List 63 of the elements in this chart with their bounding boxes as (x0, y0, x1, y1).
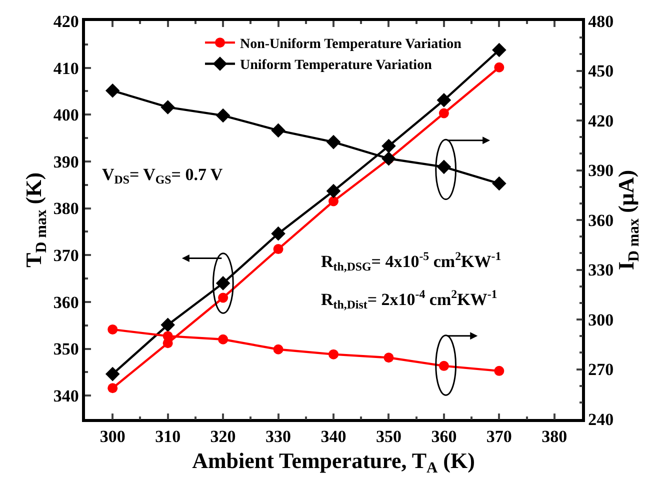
point (108, 383, 118, 394)
point (216, 108, 230, 123)
y2-tick-label: 300 (588, 310, 614, 330)
y-tick-label: 380 (53, 199, 79, 218)
y-tick-label: 360 (53, 292, 79, 312)
y2-tick-label: 480 (588, 12, 614, 31)
point (273, 344, 284, 354)
point (218, 334, 228, 344)
point (492, 42, 506, 58)
y2-tick-label: 390 (588, 161, 614, 180)
point (438, 360, 449, 371)
point (271, 123, 286, 138)
point (271, 226, 286, 241)
point (384, 352, 394, 363)
y-tick-label: 390 (53, 152, 79, 172)
x-tick-label: 320 (210, 427, 236, 446)
point (328, 196, 338, 206)
point (382, 151, 396, 166)
point (105, 366, 120, 382)
point (436, 92, 452, 108)
point (108, 324, 118, 334)
x-tick-label: 300 (100, 427, 126, 446)
y2-tick-label: 270 (588, 360, 614, 380)
legend-label: Uniform Temperature Variation (240, 58, 432, 74)
x-tick-label: 330 (266, 427, 292, 446)
y2-tick-label: 450 (588, 62, 614, 81)
point (326, 184, 341, 198)
annotation: R$_{th,DSG}$= 4x10$^{-5}$ cm$^{2}$KW$^{-1}$ (321, 249, 502, 274)
point (160, 100, 175, 114)
y-tick-label: 370 (53, 246, 79, 266)
point (105, 84, 120, 98)
y-tick-label: 340 (53, 386, 79, 406)
point (492, 176, 506, 191)
legend-label: Non-Uniform Temperature Variation (240, 37, 462, 52)
x-tick-label: 350 (376, 427, 402, 446)
x-axis-title: Ambient Temperature, T$_{A}$ (K) (192, 448, 475, 477)
y-tick-label: 350 (53, 340, 79, 359)
point (494, 62, 504, 72)
point (218, 292, 228, 303)
y2-tick-label: 420 (588, 111, 614, 130)
annotation: V$_{DS}$= V$_{GS}$= 0.7 V (102, 165, 224, 187)
x-tick-label: 380 (542, 427, 568, 446)
y2-tick-label: 360 (588, 210, 614, 230)
point (216, 276, 230, 290)
point (326, 134, 341, 150)
point (494, 366, 504, 376)
point (382, 138, 396, 154)
point (328, 349, 338, 360)
y2-tick-label: 330 (588, 260, 614, 280)
point (160, 318, 175, 332)
point (162, 331, 173, 342)
y2-tick-label: 240 (588, 410, 614, 429)
point (438, 108, 449, 118)
y-tick-label: 420 (53, 12, 79, 31)
point (436, 160, 452, 174)
x-tick-label: 360 (431, 427, 457, 446)
point (273, 244, 284, 254)
y-tick-label: 410 (53, 58, 79, 78)
y-tick-label: 400 (53, 106, 79, 125)
x-tick-label: 310 (155, 427, 181, 446)
annotation: R$_{th,Dist}$= 2x10$^{-4}$ cm$^{2}$KW$^{-1}$ (321, 287, 498, 312)
x-tick-label: 370 (486, 427, 512, 446)
x-tick-label: 340 (320, 427, 346, 446)
